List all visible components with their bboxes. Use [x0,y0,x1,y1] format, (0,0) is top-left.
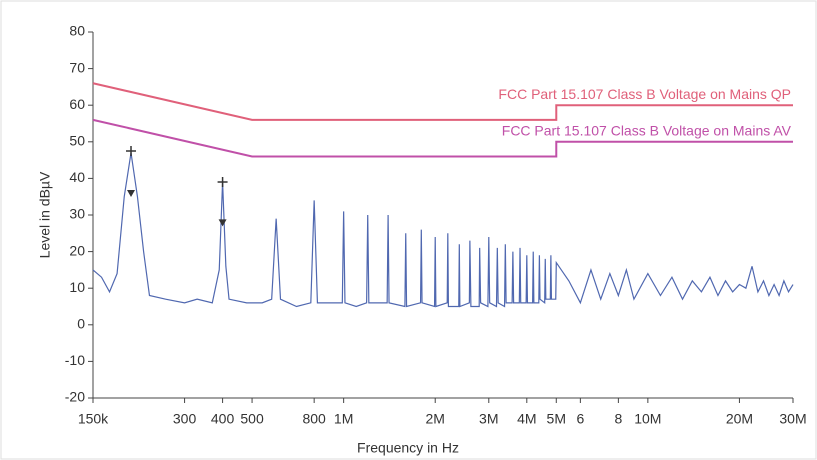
x-tick-label: 8 [614,411,622,427]
y-tick-label: 40 [69,169,85,185]
x-tick-label: 6 [576,411,584,427]
marker-plus [217,177,228,188]
series-line [92,152,794,308]
y-tick-label: 30 [69,206,85,222]
series-line [92,82,793,121]
y-tick-label: -20 [65,389,85,405]
x-tick-label: 800 [302,411,326,427]
marker-plus [126,145,137,156]
marker-triangle [127,190,136,198]
marker-triangle [218,219,227,227]
x-tick-label: 3M [479,411,498,427]
x-tick-label: 30M [779,411,806,427]
x-axis-label: Frequency in Hz [357,440,459,456]
y-tick-label: -10 [65,352,85,368]
x-tick-label: 20M [726,411,753,427]
x-tick-label: 150k [78,411,109,427]
x-tick-label: 2M [425,411,444,427]
y-tick-label: 60 [69,96,85,112]
y-tick-label: 50 [69,133,85,149]
series-label: FCC Part 15.107 Class B Voltage on Mains… [502,123,792,139]
y-axis-label: Level in dBµV [37,171,53,258]
x-tick-label: 300 [173,411,197,427]
x-tick-label: 5M [547,411,566,427]
x-tick-label: 4M [517,411,536,427]
x-tick-label: 500 [240,411,264,427]
x-tick-label: 1M [334,411,353,427]
series-line [92,118,793,158]
y-tick-label: 80 [69,23,85,39]
series-label: FCC Part 15.107 Class B Voltage on Mains… [498,86,791,102]
y-tick-label: 0 [77,316,85,332]
y-tick-label: 20 [69,242,85,258]
y-tick-label: 10 [69,279,85,295]
y-tick-label: 70 [69,59,85,75]
x-tick-label: 400 [211,411,235,427]
x-tick-label: 10M [634,411,661,427]
